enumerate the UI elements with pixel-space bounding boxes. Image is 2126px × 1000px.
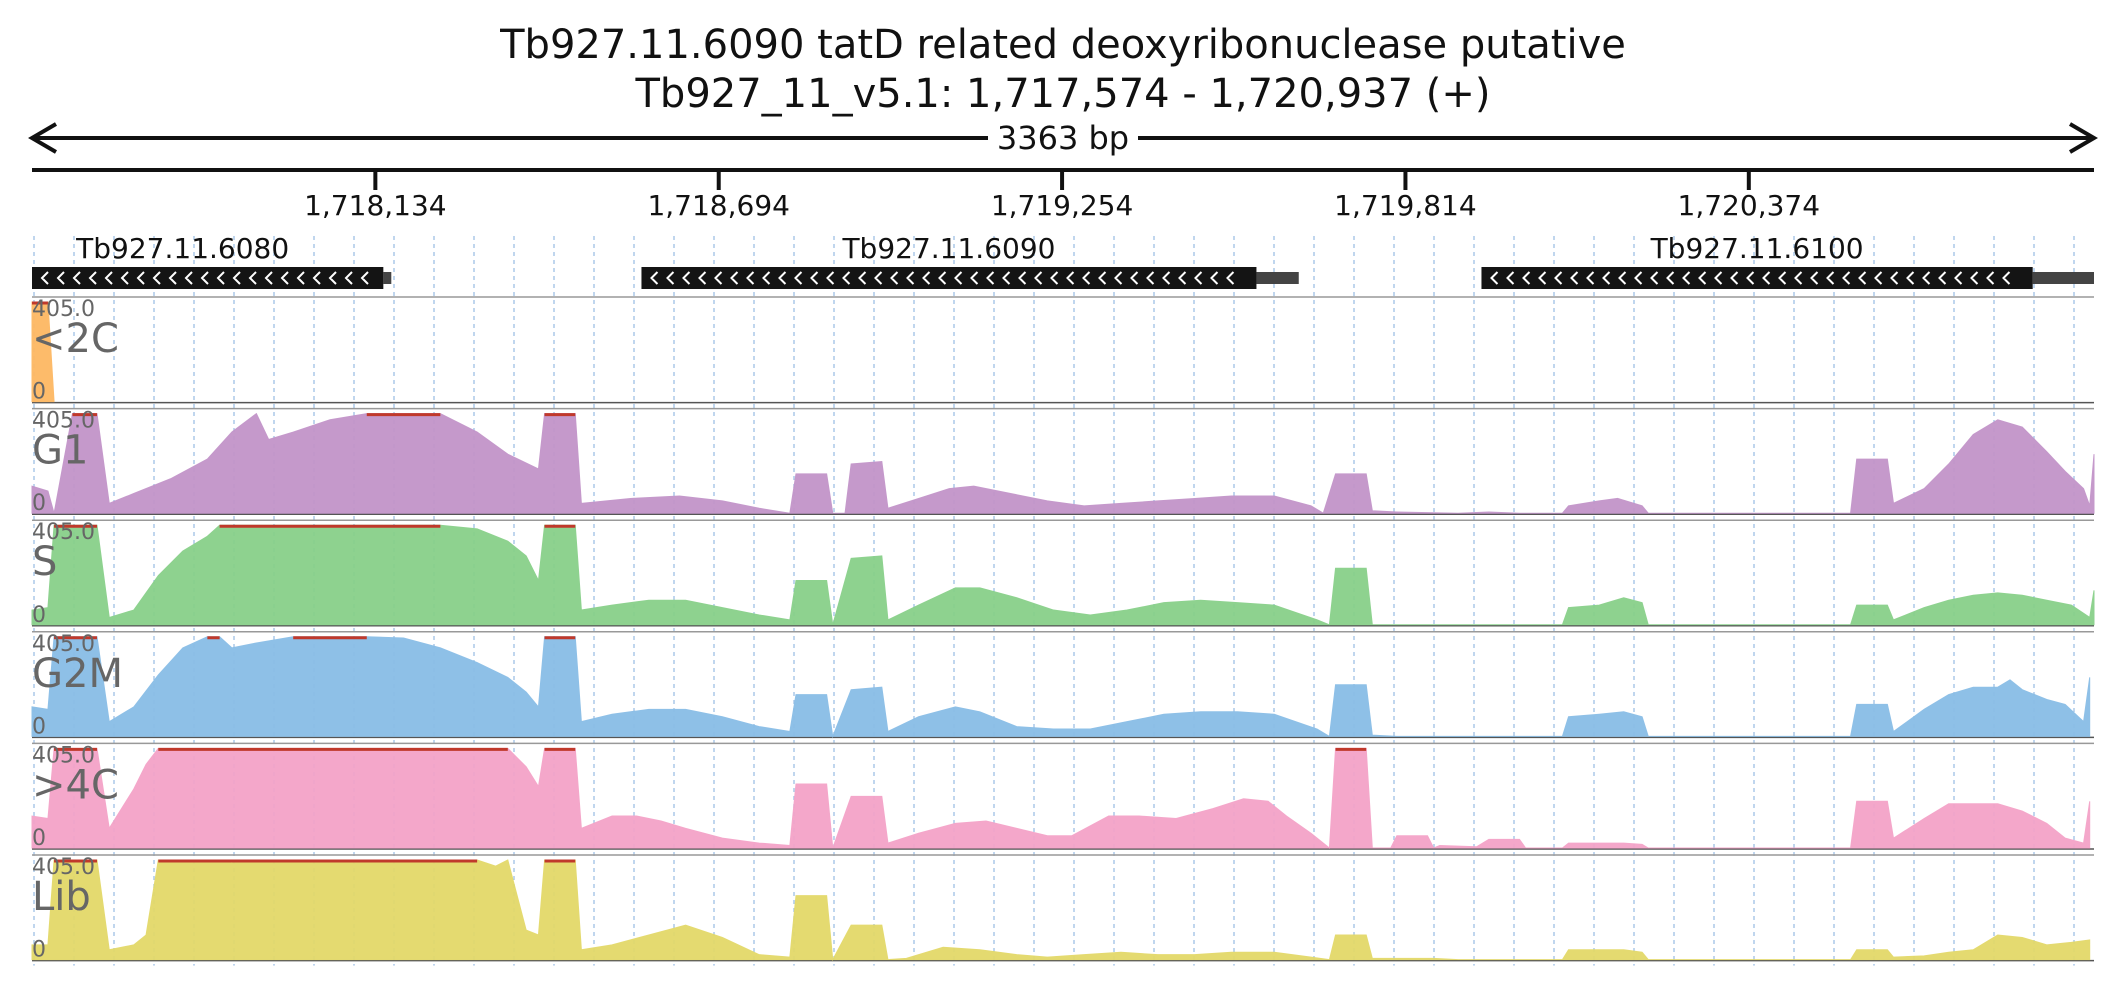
track-name: G2M (32, 651, 123, 697)
coverage-track: 405.0S 0 (31, 519, 2095, 628)
span-ruler: 3363 bp (28, 118, 2098, 158)
gene-utr (2032, 272, 2094, 284)
coverage-area (31, 747, 2091, 849)
coordinate-axis: 1,718,134 1,718,694 1,719,254 1,719,814 1,72… (32, 168, 2094, 222)
chart-subtitle: Tb927_11_v5.1: 1,717,574 - 1,720,937 (+) (635, 71, 1491, 117)
track-ymax-label: 405.0 (32, 520, 95, 545)
strand-arrows (650, 271, 1235, 285)
axis-tick-label: 1,719,814 (1334, 189, 1477, 222)
track-name: >4C (32, 762, 119, 808)
track-name: S (32, 539, 57, 585)
strand-arrows (1490, 271, 2011, 285)
track-ymin-label: 0 (32, 714, 46, 739)
gene-utr (383, 272, 392, 284)
chart-title: Tb927.11.6090 tatD related deoxyribonucl… (499, 22, 1626, 68)
coverage-track: 405.0G1 0 (31, 407, 2095, 516)
track-ymin-label: 0 (32, 826, 46, 851)
gene-label: Tb927.11.6090 (841, 232, 1055, 265)
gene-body[interactable] (641, 267, 1257, 289)
coverage-track: 405.0<2C 0 (31, 296, 2094, 405)
gene-label: Tb927.11.6080 (75, 232, 289, 265)
track-ymax-label: 405.0 (32, 297, 95, 322)
axis-tick-label: 1,718,694 (647, 189, 790, 222)
gene-label: Tb927.11.6100 (1650, 232, 1864, 265)
track-ymax-label: 405.0 (32, 855, 95, 880)
coverage-tracks: 405.0<2C0405.0G10405.0S0405.0G2M0405.0>4… (31, 296, 2095, 963)
coverage-area (31, 524, 2095, 626)
track-ymin-label: 0 (32, 938, 46, 963)
gene-track: Tb927.11.6080 Tb927.11.6090 Tb927.11.6100 (32, 232, 2094, 289)
axis-tick-label: 1,718,134 (304, 189, 447, 222)
coverage-area (31, 859, 2091, 962)
track-ymax-label: 405.0 (32, 632, 95, 657)
coverage-track: 405.0>4C 0 (31, 742, 2094, 851)
gene-utr (1256, 272, 1299, 284)
track-ymax-label: 405.0 (32, 743, 95, 768)
track-ymax-label: 405.0 (32, 409, 95, 434)
axis-tick-label: 1,719,254 (991, 189, 1134, 222)
track-name: <2C (32, 316, 119, 362)
track-ymin-label: 0 (32, 380, 46, 405)
coverage-area (31, 412, 2095, 514)
gene-body[interactable] (32, 267, 384, 289)
axis-tick-label: 1,720,374 (1678, 189, 1821, 222)
track-name: Lib (32, 874, 91, 920)
coverage-area (31, 636, 2091, 739)
track-name: G1 (32, 428, 88, 474)
track-ymin-label: 0 (32, 491, 46, 516)
gene-body[interactable] (1481, 267, 2033, 289)
strand-arrows (40, 271, 369, 285)
track-ymin-label: 0 (32, 603, 46, 628)
span-label: 3363 bp (997, 119, 1129, 157)
